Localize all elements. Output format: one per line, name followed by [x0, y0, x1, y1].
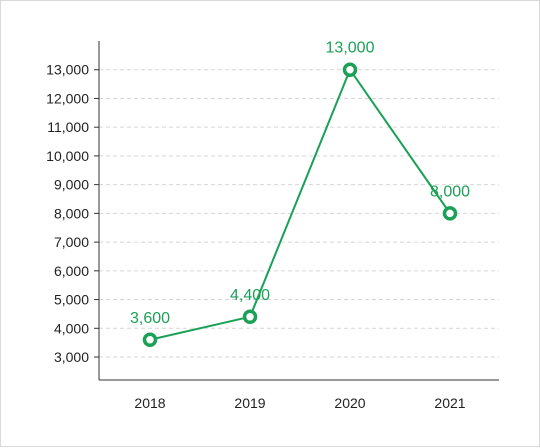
data-point: [442, 206, 458, 221]
y-tick-label: 8,000: [54, 205, 89, 221]
y-tick-label: 3,000: [54, 349, 89, 365]
y-tick-label: 6,000: [54, 263, 89, 279]
y-tick-label: 12,000: [46, 90, 89, 106]
data-point: [342, 62, 358, 77]
y-tick-label: 5,000: [54, 292, 89, 308]
data-label: 8,000: [430, 183, 470, 200]
data-points: [142, 62, 458, 348]
x-tick-label: 2018: [134, 395, 165, 411]
y-tick-label: 4,000: [54, 320, 89, 336]
data-label: 13,000: [326, 40, 375, 57]
x-tick-label: 2021: [434, 395, 465, 411]
y-axis-tick-labels: 3,000 4,000 5,000 6,000 7,000 8,000 9,000 10,00…: [46, 62, 99, 365]
data-labels: 3,600 4,400 13,000 8,000: [130, 40, 470, 327]
data-point: [242, 309, 258, 325]
series-line: [149, 67, 451, 341]
data-point: [142, 332, 158, 348]
x-axis-tick-labels: 2018 2019 2020 2021: [134, 395, 465, 411]
x-tick-label: 2019: [234, 395, 265, 411]
x-tick-label: 2020: [334, 395, 365, 411]
y-tick-label: 7,000: [54, 234, 89, 250]
y-tick-label: 11,000: [47, 119, 89, 135]
y-tick-label: 9,000: [54, 177, 89, 193]
data-label: 4,400: [230, 287, 270, 304]
y-tick-label: 10,000: [46, 148, 89, 164]
data-label: 3,600: [130, 310, 170, 327]
grid-lines: [99, 69, 499, 358]
y-tick-label: 13,000: [46, 62, 89, 78]
